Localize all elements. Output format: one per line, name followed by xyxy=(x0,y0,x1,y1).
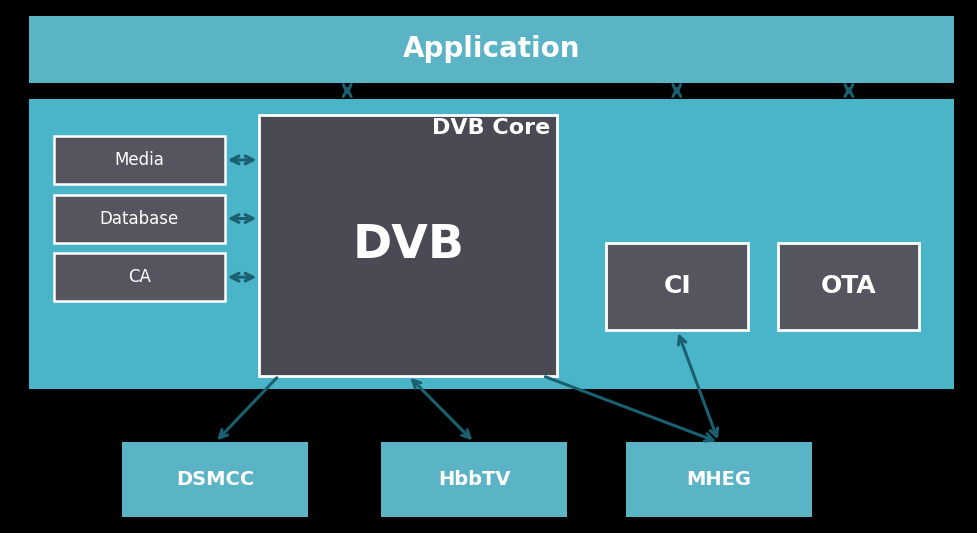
Text: Media: Media xyxy=(114,151,164,169)
FancyBboxPatch shape xyxy=(381,442,567,517)
Text: DVB: DVB xyxy=(352,223,464,268)
FancyBboxPatch shape xyxy=(54,195,225,243)
Text: CI: CI xyxy=(662,274,691,298)
Text: DVB Core: DVB Core xyxy=(432,118,550,138)
Text: DSMCC: DSMCC xyxy=(176,470,254,489)
FancyBboxPatch shape xyxy=(54,253,225,301)
FancyBboxPatch shape xyxy=(777,243,918,330)
Text: MHEG: MHEG xyxy=(686,470,750,489)
FancyBboxPatch shape xyxy=(259,115,557,376)
Text: Database: Database xyxy=(100,209,179,228)
FancyBboxPatch shape xyxy=(606,243,747,330)
FancyBboxPatch shape xyxy=(54,136,225,184)
Text: CA: CA xyxy=(128,268,150,286)
Text: HbbTV: HbbTV xyxy=(438,470,510,489)
Text: OTA: OTA xyxy=(820,274,875,298)
FancyBboxPatch shape xyxy=(29,16,953,83)
FancyBboxPatch shape xyxy=(625,442,811,517)
Text: Application: Application xyxy=(403,35,579,63)
FancyBboxPatch shape xyxy=(29,99,953,389)
FancyBboxPatch shape xyxy=(122,442,308,517)
